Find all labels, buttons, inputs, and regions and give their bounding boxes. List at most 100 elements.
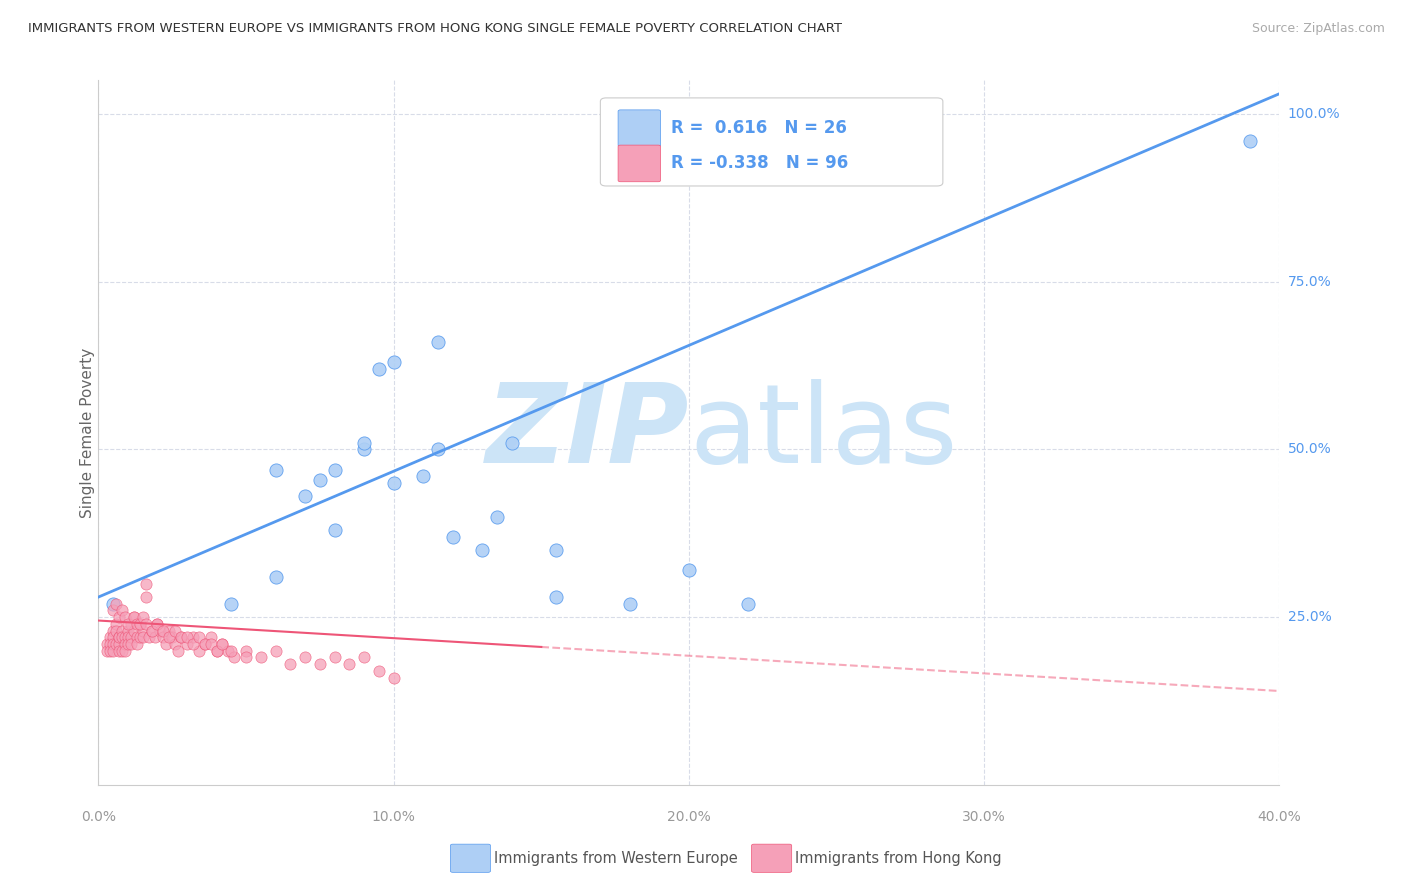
Point	[224, 650, 246, 665]
FancyBboxPatch shape	[752, 844, 792, 872]
Point	[200, 630, 222, 644]
Point	[235, 650, 257, 665]
Point	[132, 624, 155, 638]
Text: atlas: atlas	[689, 379, 957, 486]
Point	[111, 603, 134, 617]
Point	[98, 644, 121, 658]
Point	[111, 644, 134, 658]
Text: 10.0%: 10.0%	[371, 810, 416, 824]
Point	[103, 644, 125, 658]
Point	[138, 630, 160, 644]
Point	[187, 644, 209, 658]
Point	[165, 624, 187, 638]
Text: R =  0.616   N = 26: R = 0.616 N = 26	[671, 120, 846, 137]
Point	[146, 616, 169, 631]
Point	[114, 637, 136, 651]
Point	[135, 576, 157, 591]
Point	[135, 616, 157, 631]
Point	[181, 630, 204, 644]
Point	[280, 657, 302, 672]
Point	[441, 530, 464, 544]
FancyBboxPatch shape	[600, 98, 943, 186]
Point	[501, 435, 523, 450]
Point	[339, 657, 361, 672]
Point	[122, 610, 145, 624]
Text: 20.0%: 20.0%	[666, 810, 711, 824]
Text: 40.0%: 40.0%	[1257, 810, 1302, 824]
Point	[128, 616, 150, 631]
Point	[103, 603, 125, 617]
Point	[146, 616, 169, 631]
Text: 75.0%: 75.0%	[1288, 275, 1331, 289]
Point	[128, 630, 150, 644]
Point	[103, 637, 125, 651]
Point	[181, 637, 204, 651]
Text: Immigrants from Hong Kong: Immigrants from Hong Kong	[796, 851, 1002, 866]
Text: 25.0%: 25.0%	[1288, 610, 1331, 624]
Point	[235, 644, 257, 658]
Point	[132, 610, 155, 624]
Point	[108, 630, 131, 644]
Point	[167, 644, 190, 658]
Point	[737, 597, 759, 611]
Point	[205, 644, 228, 658]
Point	[294, 650, 316, 665]
Point	[323, 462, 346, 476]
Point	[96, 644, 118, 658]
Point	[108, 637, 131, 651]
Point	[114, 644, 136, 658]
Text: 0.0%: 0.0%	[82, 810, 115, 824]
Point	[194, 637, 217, 651]
Point	[98, 637, 121, 651]
Point	[471, 543, 494, 558]
Point	[250, 650, 273, 665]
Point	[264, 462, 287, 476]
Point	[105, 616, 128, 631]
Point	[678, 563, 700, 577]
Point	[103, 597, 125, 611]
Point	[128, 616, 150, 631]
Point	[132, 630, 155, 644]
Text: 30.0%: 30.0%	[962, 810, 1007, 824]
Point	[105, 597, 128, 611]
Point	[170, 630, 193, 644]
Point	[264, 570, 287, 584]
Point	[108, 644, 131, 658]
Point	[309, 473, 332, 487]
Point	[120, 630, 142, 644]
Text: 100.0%: 100.0%	[1288, 107, 1340, 120]
Point	[125, 630, 148, 644]
Point	[546, 543, 568, 558]
Point	[323, 650, 346, 665]
Text: R = -0.338   N = 96: R = -0.338 N = 96	[671, 154, 848, 172]
Point	[98, 630, 121, 644]
FancyBboxPatch shape	[619, 145, 661, 182]
Point	[96, 637, 118, 651]
Point	[221, 597, 243, 611]
Point	[176, 630, 198, 644]
Point	[619, 597, 641, 611]
Point	[309, 657, 332, 672]
Point	[200, 637, 222, 651]
Text: IMMIGRANTS FROM WESTERN EUROPE VS IMMIGRANTS FROM HONG KONG SINGLE FEMALE POVERT: IMMIGRANTS FROM WESTERN EUROPE VS IMMIGR…	[28, 22, 842, 36]
Point	[382, 475, 405, 490]
Point	[353, 650, 375, 665]
Point	[217, 644, 239, 658]
Point	[546, 590, 568, 604]
Point	[427, 442, 450, 457]
Point	[125, 616, 148, 631]
Point	[117, 637, 139, 651]
Point	[221, 644, 243, 658]
Point	[152, 630, 174, 644]
Point	[412, 469, 434, 483]
Point	[117, 630, 139, 644]
Point	[294, 489, 316, 503]
Point	[111, 624, 134, 638]
Point	[382, 671, 405, 685]
Text: ZIP: ZIP	[485, 379, 689, 486]
Point	[155, 637, 177, 651]
Point	[162, 630, 183, 644]
Point	[152, 624, 174, 638]
Point	[382, 355, 405, 369]
Point	[211, 637, 233, 651]
